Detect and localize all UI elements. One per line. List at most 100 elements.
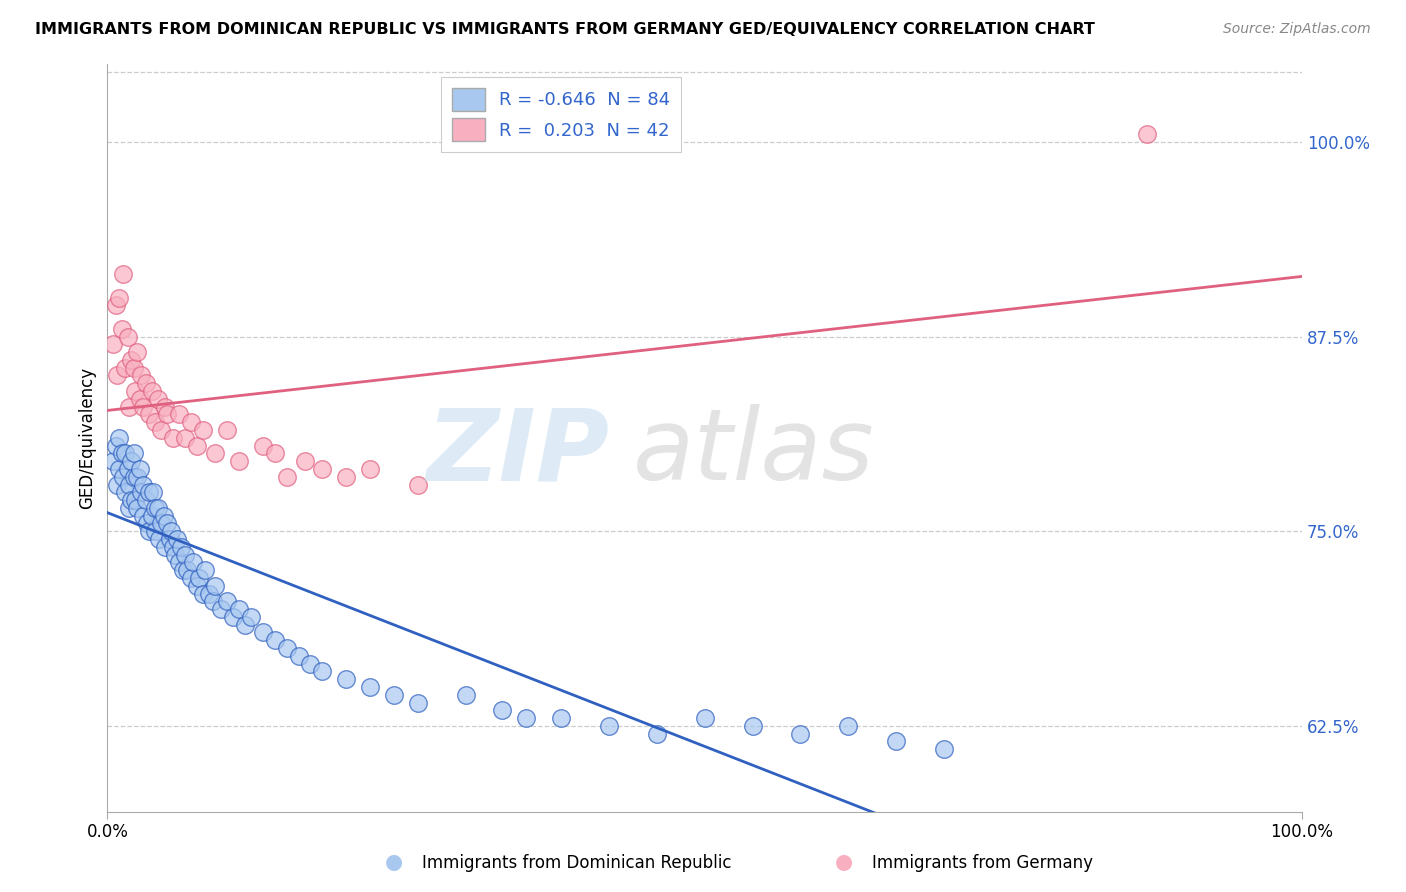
Point: [1136, 127, 1159, 141]
Point: [198, 586, 221, 600]
Point: [114, 485, 136, 500]
Y-axis label: GED/Equivalency: GED/Equivalency: [79, 367, 96, 508]
Point: [105, 477, 128, 491]
Point: [454, 688, 477, 702]
Point: [406, 477, 429, 491]
Point: [186, 579, 208, 593]
Point: [167, 555, 190, 569]
Point: [117, 462, 139, 476]
Text: ●: ●: [385, 853, 402, 872]
Point: [122, 446, 145, 460]
Point: [124, 384, 146, 398]
Point: [166, 532, 188, 546]
Text: IMMIGRANTS FROM DOMINICAN REPUBLIC VS IMMIGRANTS FROM GERMANY GED/EQUIVALENCY CO: IMMIGRANTS FROM DOMINICAN REPUBLIC VS IM…: [35, 22, 1095, 37]
Point: [188, 571, 211, 585]
Point: [146, 392, 169, 406]
Point: [159, 532, 181, 546]
Point: [152, 508, 174, 523]
Point: [276, 469, 298, 483]
Point: [884, 734, 907, 748]
Point: [693, 711, 716, 725]
Point: [233, 617, 256, 632]
Point: [156, 516, 179, 531]
Point: [741, 719, 763, 733]
Point: [406, 696, 429, 710]
Point: [183, 555, 205, 569]
Point: [180, 415, 202, 429]
Point: [132, 477, 155, 491]
Point: [156, 408, 179, 422]
Point: [239, 610, 262, 624]
Point: [138, 485, 160, 500]
Point: [335, 672, 357, 686]
Point: [204, 446, 226, 460]
Point: [222, 610, 245, 624]
Point: [117, 329, 139, 343]
Point: [153, 400, 176, 414]
Point: [111, 267, 134, 281]
Point: [515, 711, 537, 725]
Point: [111, 322, 134, 336]
Point: [335, 469, 357, 483]
Point: [146, 500, 169, 515]
Point: [837, 719, 859, 733]
Point: [645, 726, 668, 740]
Point: [789, 726, 811, 740]
Text: atlas: atlas: [633, 404, 875, 501]
Text: Immigrants from Dominican Republic: Immigrants from Dominican Republic: [422, 855, 731, 872]
Point: [122, 360, 145, 375]
Point: [142, 485, 165, 500]
Point: [120, 353, 142, 368]
Point: [159, 524, 181, 539]
Point: [143, 500, 166, 515]
Legend: R = -0.646  N = 84, R =  0.203  N = 42: R = -0.646 N = 84, R = 0.203 N = 42: [441, 77, 682, 153]
Point: [114, 446, 136, 460]
Point: [191, 586, 214, 600]
Point: [150, 516, 173, 531]
Text: Immigrants from Germany: Immigrants from Germany: [872, 855, 1092, 872]
Point: [138, 524, 160, 539]
Point: [120, 493, 142, 508]
Point: [118, 400, 141, 414]
Point: [287, 648, 309, 663]
Point: [186, 439, 208, 453]
Point: [129, 485, 152, 500]
Point: [201, 594, 224, 608]
Point: [180, 571, 202, 585]
Point: [228, 454, 250, 468]
Point: [162, 540, 184, 554]
Point: [122, 469, 145, 483]
Point: [141, 508, 163, 523]
Point: [204, 579, 226, 593]
Point: [135, 493, 157, 508]
Point: [104, 439, 127, 453]
Point: [132, 400, 155, 414]
Point: [932, 742, 955, 756]
Point: [143, 415, 166, 429]
Point: [174, 431, 197, 445]
Point: [124, 493, 146, 508]
Point: [132, 508, 155, 523]
Point: [311, 665, 333, 679]
Point: [108, 462, 131, 476]
Point: [165, 548, 187, 562]
Point: [118, 500, 141, 515]
Point: [311, 462, 333, 476]
Point: [127, 469, 149, 483]
Point: [170, 540, 193, 554]
Point: [153, 540, 176, 554]
Point: [550, 711, 572, 725]
Point: [111, 469, 134, 483]
Point: [215, 423, 238, 437]
Point: [252, 625, 274, 640]
Point: [209, 602, 232, 616]
Point: [114, 360, 136, 375]
Point: [359, 462, 381, 476]
Point: [105, 368, 128, 383]
Point: [176, 563, 198, 577]
Point: [103, 337, 125, 351]
Text: ZIP: ZIP: [426, 404, 609, 501]
Point: [104, 298, 127, 312]
Point: [120, 454, 142, 468]
Point: [129, 368, 152, 383]
